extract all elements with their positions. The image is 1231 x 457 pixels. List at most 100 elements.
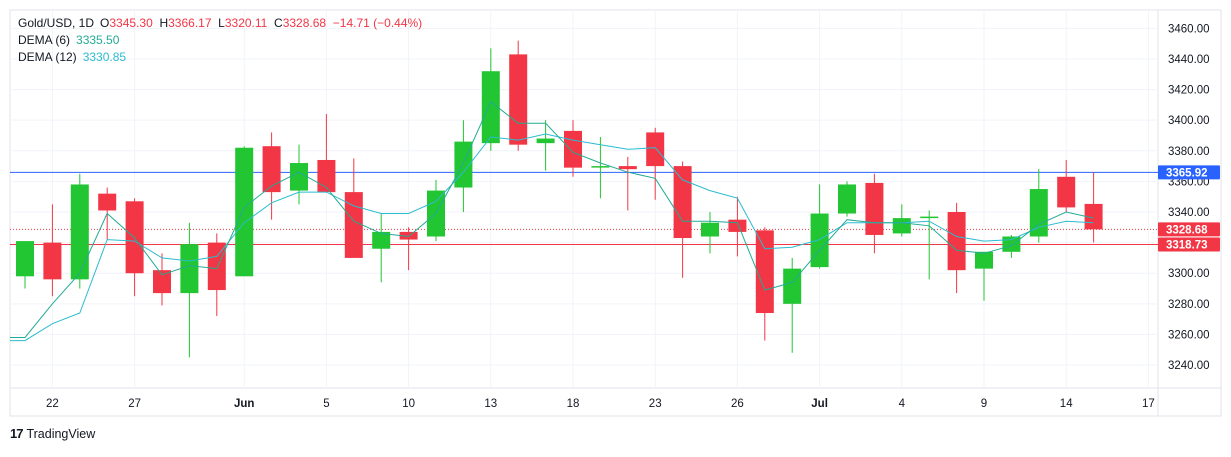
dema12-label: DEMA (12) — [18, 50, 77, 64]
high-value: 3366.17 — [168, 16, 212, 30]
y-tick-label: 3360.00 — [1168, 176, 1210, 188]
candle-body — [481, 71, 500, 144]
candle-body — [975, 251, 993, 269]
y-tick-label: 3380.00 — [1168, 146, 1210, 158]
x-tick-label: 4 — [899, 398, 906, 410]
price-tag-label-high_level: 3365.92 — [1166, 167, 1208, 179]
tradingview-brand[interactable]: 17 TradingView — [10, 426, 95, 441]
candle-body — [755, 230, 774, 314]
open-label: O — [100, 16, 110, 30]
dema6-label: DEMA (6) — [18, 33, 71, 47]
candle-body — [838, 184, 856, 214]
y-tick-label: 3420.00 — [1168, 85, 1210, 97]
tradingview-logo-icon: 17 — [10, 426, 24, 441]
ohlc-values: O3345.30 H3366.17 L3320.11 C3328.68 −14.… — [100, 15, 422, 32]
candle-body — [262, 146, 281, 193]
candle-body — [728, 219, 747, 232]
high-label: H — [159, 16, 169, 30]
x-tick-label: 10 — [402, 398, 415, 410]
y-tick-label: 3280.00 — [1168, 299, 1210, 311]
candle-body — [180, 244, 199, 294]
price-tag-label-close_level: 3328.68 — [1166, 224, 1208, 236]
candle-body — [372, 231, 391, 249]
x-tick-label: 27 — [128, 398, 141, 410]
x-tick-label: 17 — [1142, 398, 1155, 410]
candle-body — [646, 132, 665, 167]
price-tag-high_level — [1158, 165, 1220, 180]
price-line-layer — [10, 171, 1158, 246]
dema12-value: 3330.85 — [82, 50, 127, 64]
candle-body — [865, 182, 884, 235]
x-tick-label: 18 — [567, 398, 580, 410]
legend-dema6-row[interactable]: DEMA (6) 3335.50 — [18, 32, 422, 49]
candle-body — [618, 166, 637, 170]
candle-body — [591, 166, 610, 168]
x-tick-label: 26 — [731, 398, 744, 410]
y-tick-label: 3260.00 — [1168, 329, 1210, 341]
candle-body — [1029, 189, 1048, 237]
price-tag-label-low_level: 3318.73 — [1166, 240, 1208, 252]
candle-body — [207, 242, 226, 291]
x-tick-label: 13 — [484, 398, 497, 410]
candle-body — [43, 242, 62, 280]
candle-layer — [16, 40, 1103, 358]
price-tag-layer: 3365.92 3328.68 3318.73 — [1158, 165, 1220, 252]
candle-body — [810, 213, 829, 268]
candle-body — [701, 222, 719, 237]
price-tag-close_level — [1158, 222, 1220, 237]
brand-name: TradingView — [26, 426, 96, 441]
dema-layer — [10, 101, 1094, 342]
y-tick-label: 3440.00 — [1168, 54, 1210, 66]
candle-body — [564, 130, 582, 168]
dema6-line — [10, 101, 1094, 338]
candle-body — [509, 54, 528, 145]
candle-body — [1057, 176, 1076, 208]
symbol-title[interactable]: Gold/USD, 1D — [18, 16, 95, 30]
x-tick-label: 22 — [46, 398, 59, 410]
candle-body — [892, 218, 911, 234]
y-tick-label: 3300.00 — [1168, 268, 1210, 280]
candle-body — [70, 184, 89, 280]
x-tick-label: Jun — [234, 398, 254, 410]
candle-body — [673, 166, 692, 239]
candle-body — [98, 193, 117, 211]
legend-ohlc-row: Gold/USD, 1D O3345.30 H3366.17 L3320.11 … — [18, 15, 422, 32]
y-tick-label: 3240.00 — [1168, 360, 1210, 372]
price-tag-low_level — [1158, 237, 1220, 252]
low-label: L — [218, 16, 225, 30]
change-value: −14.71 (−0.44%) — [332, 16, 423, 30]
candle-body — [16, 241, 34, 277]
dema12-line — [10, 133, 1094, 342]
candle-body — [235, 147, 254, 277]
x-tick-label: 14 — [1060, 398, 1073, 410]
candle-body — [536, 138, 555, 144]
low-value: 3320.11 — [224, 16, 268, 30]
x-tick-label: 5 — [323, 398, 329, 410]
open-value: 3345.30 — [109, 16, 153, 30]
candle-body — [290, 163, 308, 191]
candle-body — [125, 201, 144, 274]
candle-body — [344, 192, 363, 258]
x-tick-label: 23 — [649, 398, 662, 410]
candle-body — [1084, 203, 1103, 230]
candle-body — [1002, 236, 1021, 252]
chart-legend: Gold/USD, 1D O3345.30 H3366.17 L3320.11 … — [18, 15, 422, 66]
chart-frame — [9, 9, 1222, 417]
y-tick-label: 3400.00 — [1168, 115, 1210, 127]
y-tick-label: 3460.00 — [1168, 23, 1210, 35]
close-value: 3328.68 — [282, 16, 327, 30]
dema6-value: 3335.50 — [76, 33, 120, 47]
legend-dema12-row[interactable]: DEMA (12) 3330.85 — [18, 49, 422, 66]
candle-body — [783, 268, 802, 304]
candle-body — [317, 159, 336, 193]
x-tick-label: Jul — [811, 398, 828, 410]
candle-body — [920, 216, 939, 219]
close-label: C — [274, 16, 283, 30]
x-tick-label: 9 — [981, 398, 987, 410]
candle-body — [947, 212, 966, 271]
candle-body — [153, 270, 171, 294]
candle-body — [399, 231, 418, 240]
y-tick-label: 3340.00 — [1168, 207, 1210, 219]
